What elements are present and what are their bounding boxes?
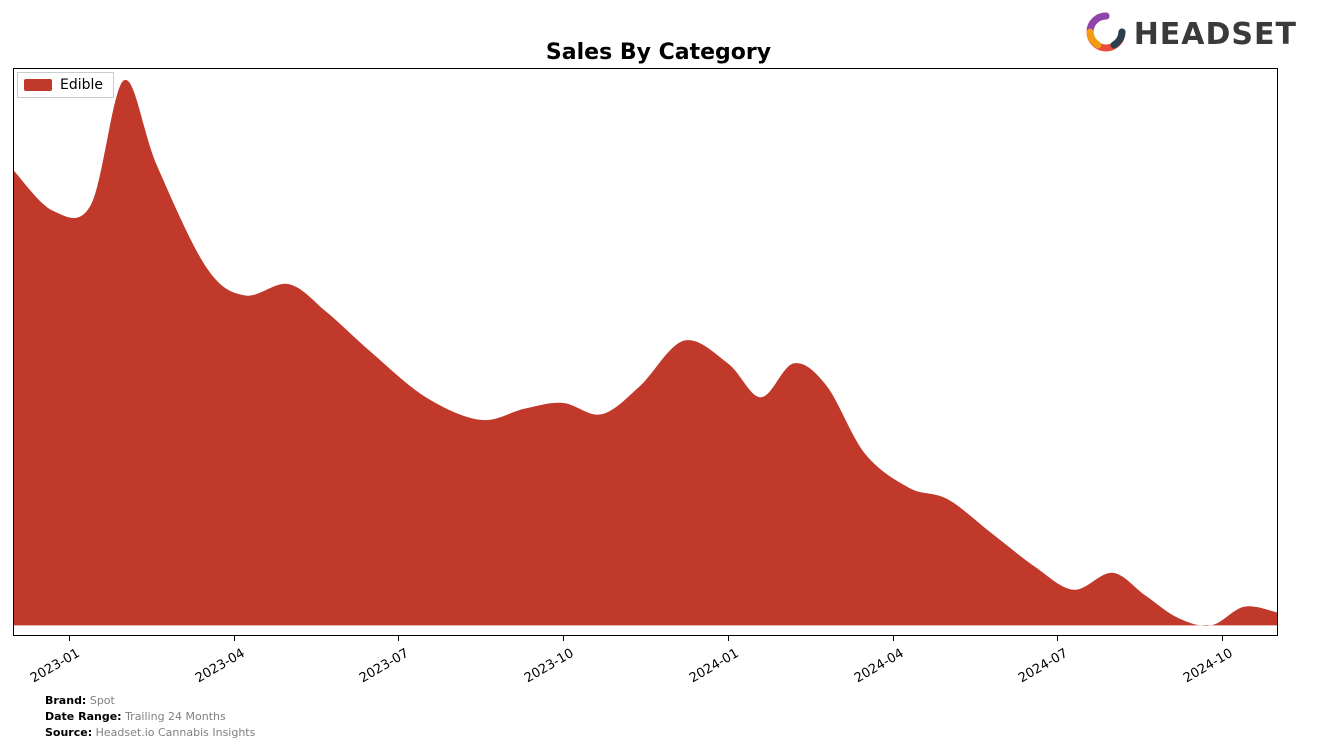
- x-tick-label: 2023-04: [188, 646, 247, 689]
- x-tick-mark: [1057, 636, 1058, 641]
- x-tick-label: 2023-07: [352, 646, 411, 689]
- headset-logo-icon: [1086, 12, 1126, 56]
- meta-range-value: Trailing 24 Months: [125, 710, 226, 723]
- x-tick-label: 2023-10: [517, 646, 576, 689]
- meta-range-label: Date Range:: [45, 710, 122, 723]
- brand-logo-text: HEADSET: [1134, 17, 1297, 52]
- meta-source: Source: Headset.io Cannabis Insights: [45, 726, 255, 739]
- brand-logo: HEADSET: [1086, 12, 1297, 56]
- chart-legend: Edible: [17, 72, 114, 98]
- meta-source-label: Source:: [45, 726, 92, 739]
- meta-source-value: Headset.io Cannabis Insights: [96, 726, 256, 739]
- meta-date-range: Date Range: Trailing 24 Months: [45, 710, 226, 723]
- x-tick-mark: [728, 636, 729, 641]
- x-tick-label: 2024-04: [847, 646, 906, 689]
- meta-brand-value: Spot: [90, 694, 115, 707]
- x-tick-mark: [234, 636, 235, 641]
- meta-brand: Brand: Spot: [45, 694, 115, 707]
- legend-label: Edible: [60, 77, 103, 93]
- x-tick-label: 2024-01: [682, 646, 741, 689]
- x-tick-mark: [398, 636, 399, 641]
- area-chart-svg: [14, 69, 1277, 635]
- x-tick-label: 2024-10: [1176, 646, 1235, 689]
- x-tick-mark: [1222, 636, 1223, 641]
- meta-brand-label: Brand:: [45, 694, 86, 707]
- chart-plot-area: [13, 68, 1278, 636]
- x-tick-mark: [69, 636, 70, 641]
- x-tick-mark: [563, 636, 564, 641]
- x-tick-label: 2023-01: [23, 646, 82, 689]
- x-tick-mark: [893, 636, 894, 641]
- x-tick-label: 2024-07: [1011, 646, 1070, 689]
- legend-swatch: [24, 79, 52, 91]
